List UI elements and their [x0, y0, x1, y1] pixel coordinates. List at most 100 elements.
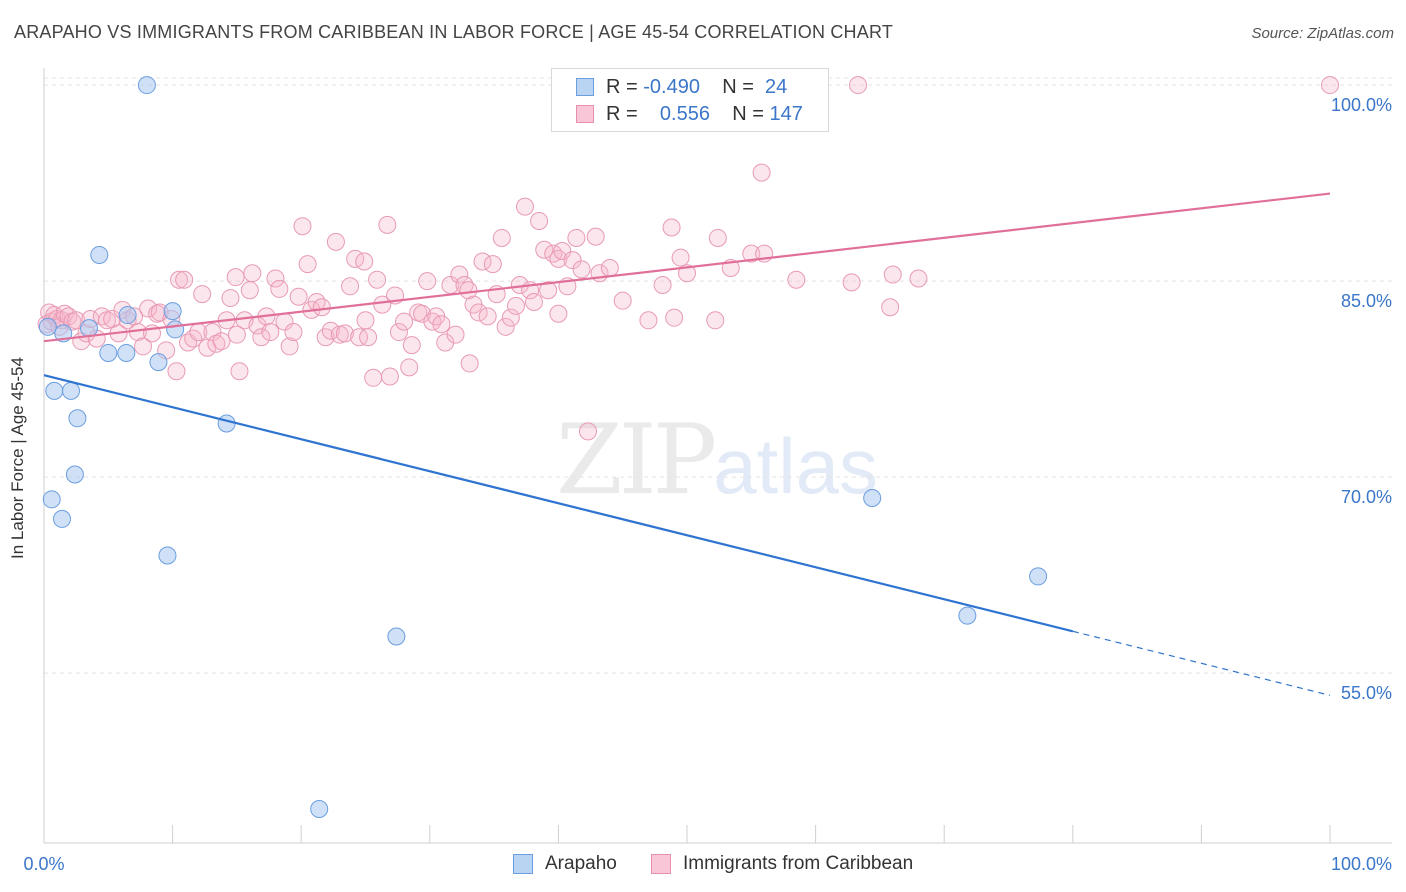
caribbean-point — [203, 323, 222, 342]
caribbean-point — [578, 422, 597, 441]
axis-layer — [43, 68, 1392, 844]
arapaho-point — [117, 343, 136, 362]
arapaho-point — [158, 546, 177, 565]
y-tick-label: 100.0% — [1331, 95, 1392, 115]
arapaho-point — [53, 509, 72, 528]
caribbean-point — [418, 272, 437, 291]
caribbean-point — [613, 291, 632, 310]
legend-n-value: 147 — [769, 102, 803, 125]
arapaho-point — [62, 381, 81, 400]
arapaho-point — [137, 76, 156, 95]
caribbean-point — [881, 298, 900, 317]
arapaho-swatch — [513, 854, 533, 874]
arapaho-point — [90, 245, 109, 264]
caribbean-point — [1321, 76, 1339, 95]
caribbean-point — [395, 312, 414, 331]
caribbean-point — [492, 228, 511, 247]
x-tick-label: 100.0% — [1331, 854, 1392, 874]
caribbean-point — [389, 323, 408, 342]
caribbean-point — [364, 368, 383, 387]
watermark-zip: ZIP — [556, 404, 717, 516]
caribbean-point — [501, 308, 520, 327]
source-label: Source: ZipAtlas.com — [1251, 25, 1394, 42]
caribbean-point — [134, 337, 153, 356]
watermark-atlas: atlas — [713, 422, 878, 510]
caribbean-point — [496, 317, 515, 336]
arapaho-point — [45, 381, 64, 400]
caribbean-point — [212, 332, 231, 351]
caribbean-point — [280, 337, 299, 356]
caribbean-point — [284, 323, 303, 342]
caribbean-point — [226, 268, 245, 287]
chart-title: ARAPAHO VS IMMIGRANTS FROM CARIBBEAN IN … — [14, 22, 894, 42]
caribbean-point — [483, 255, 502, 274]
caribbean-point — [380, 367, 399, 386]
arapaho-point — [1029, 567, 1048, 586]
caribbean-point — [567, 228, 586, 247]
tick-label-layer: 55.0% 70.0% 85.0% 100.0% 0.0% 100.0% — [23, 95, 1392, 874]
caribbean-point — [549, 304, 568, 323]
trend-layer — [43, 192, 1331, 696]
caribbean-point — [849, 76, 868, 95]
caribbean-point — [298, 255, 317, 274]
caribbean-point — [355, 252, 374, 271]
caribbean-point — [563, 251, 582, 270]
caribbean-point — [261, 323, 280, 342]
caribbean-point — [207, 334, 226, 353]
caribbean-point — [708, 228, 727, 247]
caribbean-point — [446, 325, 465, 344]
caribbean-point — [289, 287, 308, 306]
caribbean-point — [665, 308, 684, 327]
caribbean-point — [506, 296, 525, 315]
y-axis-label: In Labor Force | Age 45-54 — [8, 357, 27, 559]
caribbean-point — [400, 358, 419, 377]
caribbean-point — [653, 276, 672, 295]
caribbean-point — [909, 269, 928, 288]
caribbean-point — [515, 197, 534, 216]
caribbean-point — [270, 279, 289, 298]
caribbean-point — [842, 273, 861, 292]
arapaho-point — [863, 489, 882, 508]
caribbean-point — [539, 281, 558, 300]
caribbean-point — [243, 264, 262, 283]
caribbean-point — [706, 311, 725, 330]
legend-row-caribbean: R = 0.556 N = 147 — [576, 101, 803, 127]
caribbean-point — [469, 303, 488, 322]
caribbean-point — [402, 336, 421, 355]
caribbean-point — [312, 298, 331, 317]
arapaho-point — [310, 800, 329, 819]
caribbean-point — [293, 217, 312, 236]
arapaho-point — [118, 306, 137, 325]
watermark: ZIPatlas — [556, 404, 878, 516]
arapaho-point — [958, 606, 977, 625]
caribbean-point — [459, 281, 478, 300]
caribbean-point — [524, 292, 543, 311]
caribbean-point — [671, 248, 690, 267]
arapaho-swatch — [576, 78, 594, 96]
arapaho-point — [68, 409, 87, 428]
caribbean-point — [221, 289, 240, 308]
arapaho-point — [217, 414, 236, 433]
legend-n-value: 24 — [765, 75, 788, 98]
caribbean-point — [175, 270, 194, 289]
caribbean-point — [341, 277, 360, 296]
caribbean-point — [252, 328, 271, 347]
legend-r-label: R = — [606, 75, 638, 98]
caribbean-point — [432, 315, 451, 334]
caribbean-point — [356, 311, 375, 330]
caribbean-point — [535, 240, 554, 259]
caribbean-point — [335, 324, 354, 343]
arapaho-point — [65, 465, 84, 484]
caribbean-swatch — [651, 854, 671, 874]
arapaho-point — [99, 343, 118, 362]
caribbean-point — [326, 232, 345, 251]
caribbean-point — [350, 328, 369, 347]
y-tick-label: 85.0% — [1341, 291, 1392, 311]
caribbean-point — [478, 307, 497, 326]
caribbean-point — [170, 270, 189, 289]
bottom-legend-arapaho-label: Arapaho — [545, 853, 617, 874]
caribbean-point — [742, 244, 761, 263]
arapaho-point — [387, 627, 406, 646]
legend-n-label: N = — [722, 75, 754, 98]
